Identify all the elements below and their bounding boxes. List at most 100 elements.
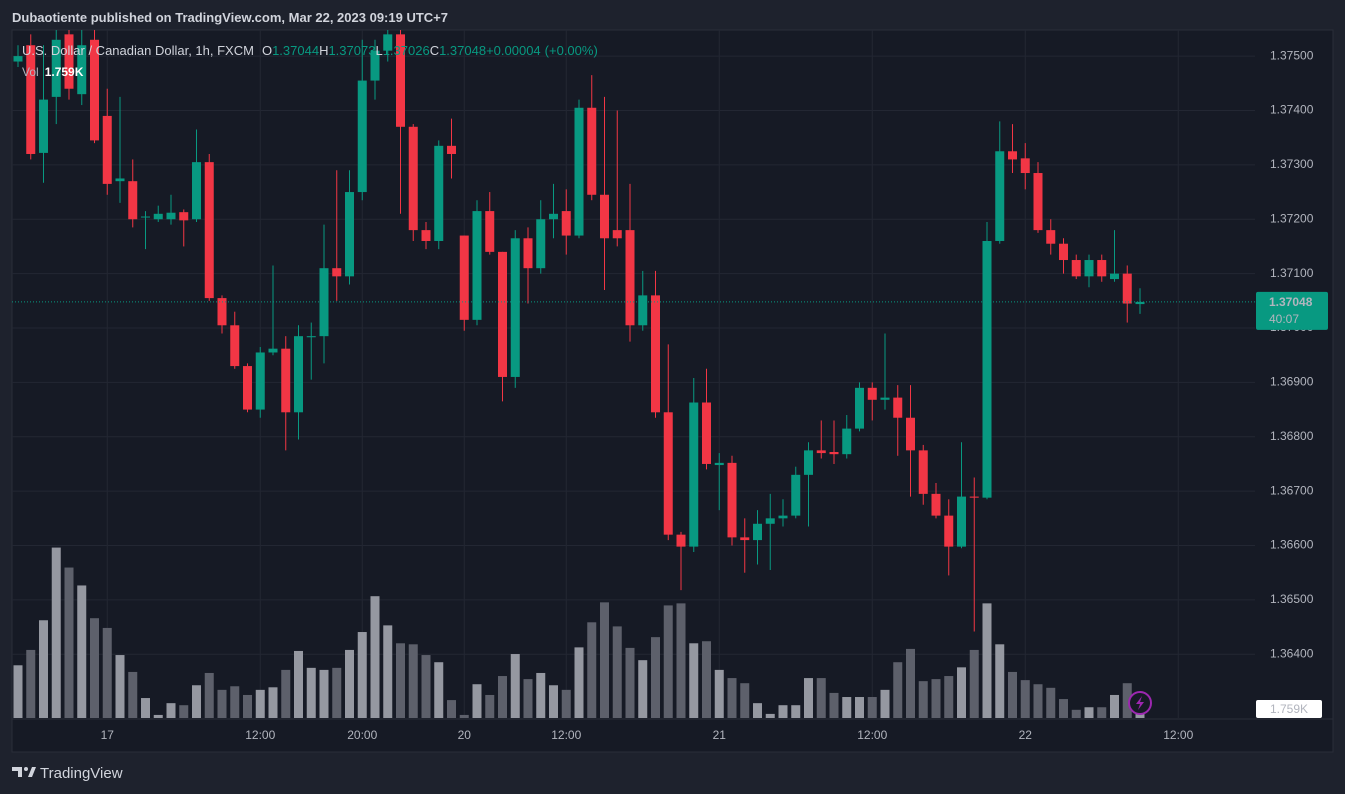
candle-body	[676, 534, 686, 547]
candle-body	[536, 219, 546, 269]
lightning-icon[interactable]	[1128, 691, 1152, 715]
x-tick-label: 12:00	[857, 728, 887, 742]
y-tick-label: 1.37200	[1270, 211, 1314, 225]
volume-bar	[345, 649, 354, 718]
volume-bar	[294, 650, 303, 718]
candle-body	[447, 145, 456, 154]
volume-bar	[243, 694, 252, 718]
change-pct: (+0.00%)	[544, 43, 598, 58]
volume-bar	[434, 662, 444, 718]
tradingview-logo	[12, 767, 36, 777]
volume-bar	[268, 687, 278, 718]
volume-bar	[166, 703, 176, 718]
candle-body	[651, 295, 660, 413]
x-tick-label: 20:00	[347, 728, 377, 742]
volume-bar	[600, 602, 609, 718]
candle-body	[804, 450, 813, 475]
y-tick-label: 1.36800	[1270, 429, 1314, 443]
candle-body	[740, 537, 750, 541]
candle-body	[498, 251, 507, 377]
y-tick-label: 1.37400	[1270, 103, 1314, 117]
volume-bar	[447, 700, 456, 718]
candle-body	[153, 213, 163, 220]
candle-body	[587, 107, 597, 195]
candle-body	[638, 295, 648, 326]
candle-body	[995, 151, 1005, 241]
candle-body	[179, 212, 189, 221]
candle-body	[166, 212, 176, 220]
candle-body	[26, 45, 36, 154]
candle-body	[829, 451, 839, 455]
volume-legend: Vol 1.759K	[22, 65, 83, 79]
volume-bar	[842, 697, 852, 718]
candle-body	[765, 518, 775, 524]
volume-bar	[612, 626, 622, 718]
volume-bar	[102, 627, 112, 718]
candle-body	[396, 34, 405, 127]
volume-bar	[549, 685, 558, 718]
volume-bar	[702, 641, 711, 718]
candle-body	[13, 56, 23, 62]
volume-bar	[663, 605, 673, 718]
y-tick-label: 1.36400	[1270, 646, 1314, 660]
volume-bar	[676, 603, 686, 718]
volume-bar	[753, 703, 762, 718]
volume-bar	[1071, 709, 1081, 718]
candle-body	[727, 462, 737, 538]
close-label: C	[429, 43, 440, 58]
candle-body	[192, 162, 201, 220]
candle-body	[268, 348, 278, 353]
candle-body	[1135, 301, 1145, 305]
candle-body	[64, 34, 74, 89]
volume-bar	[217, 689, 227, 718]
y-tick-label: 1.36900	[1270, 375, 1314, 389]
legend: U.S. Dollar / Canadian Dollar, 1h, FXCM O…	[22, 43, 598, 58]
change: +0.00004	[486, 43, 541, 58]
volume-bar	[128, 671, 138, 718]
volume-bar	[281, 669, 291, 718]
volume-bar	[727, 678, 737, 718]
volume-bar	[995, 644, 1005, 718]
candle-body	[141, 216, 150, 218]
volume-bar	[855, 697, 864, 718]
candle-body	[842, 428, 852, 455]
volume-bar	[957, 667, 966, 718]
volume-bar	[255, 689, 265, 718]
x-tick-label: 20	[458, 728, 472, 742]
candle-body	[1020, 158, 1030, 174]
volume-bar	[689, 643, 699, 718]
candle-body	[306, 336, 316, 338]
volume-bar	[498, 676, 507, 718]
volume-label: Vol	[22, 65, 39, 79]
candle-body	[1033, 173, 1043, 231]
candle-body	[357, 80, 367, 193]
candle-body	[574, 107, 584, 236]
volume-bar	[1059, 699, 1068, 718]
volume-bar	[383, 625, 393, 718]
candle-body	[281, 348, 291, 413]
candle-body	[1071, 260, 1081, 277]
candle-body	[421, 230, 431, 241]
candle-body	[217, 298, 227, 326]
candle-body	[880, 397, 890, 400]
volume-bar	[485, 694, 495, 718]
y-tick-label: 1.37100	[1270, 266, 1314, 280]
volume-bar	[931, 679, 941, 718]
volume-bar	[115, 655, 125, 718]
candle-body	[778, 515, 788, 519]
volume-bar	[714, 669, 724, 718]
candle-body	[753, 523, 762, 541]
candle-body	[1008, 151, 1017, 160]
volume-bar	[1008, 671, 1017, 718]
candle-body	[612, 230, 622, 239]
candle-body	[944, 515, 954, 547]
volume-bar	[39, 620, 48, 718]
volume-layer	[13, 547, 1145, 718]
volume-bar	[153, 714, 163, 718]
volume-bar	[332, 667, 342, 718]
volume-bar	[561, 689, 571, 718]
candle-body	[510, 238, 520, 377]
volume-bar	[523, 679, 533, 718]
candle-body	[294, 336, 303, 413]
